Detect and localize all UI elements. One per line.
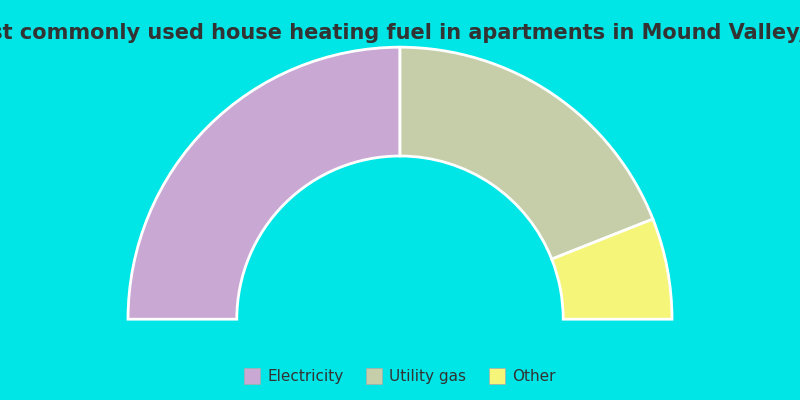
Text: Most commonly used house heating fuel in apartments in Mound Valley, KS: Most commonly used house heating fuel in… xyxy=(0,23,800,43)
Legend: Electricity, Utility gas, Other: Electricity, Utility gas, Other xyxy=(244,368,556,384)
Wedge shape xyxy=(128,47,400,319)
Wedge shape xyxy=(552,219,672,319)
Wedge shape xyxy=(400,47,653,259)
